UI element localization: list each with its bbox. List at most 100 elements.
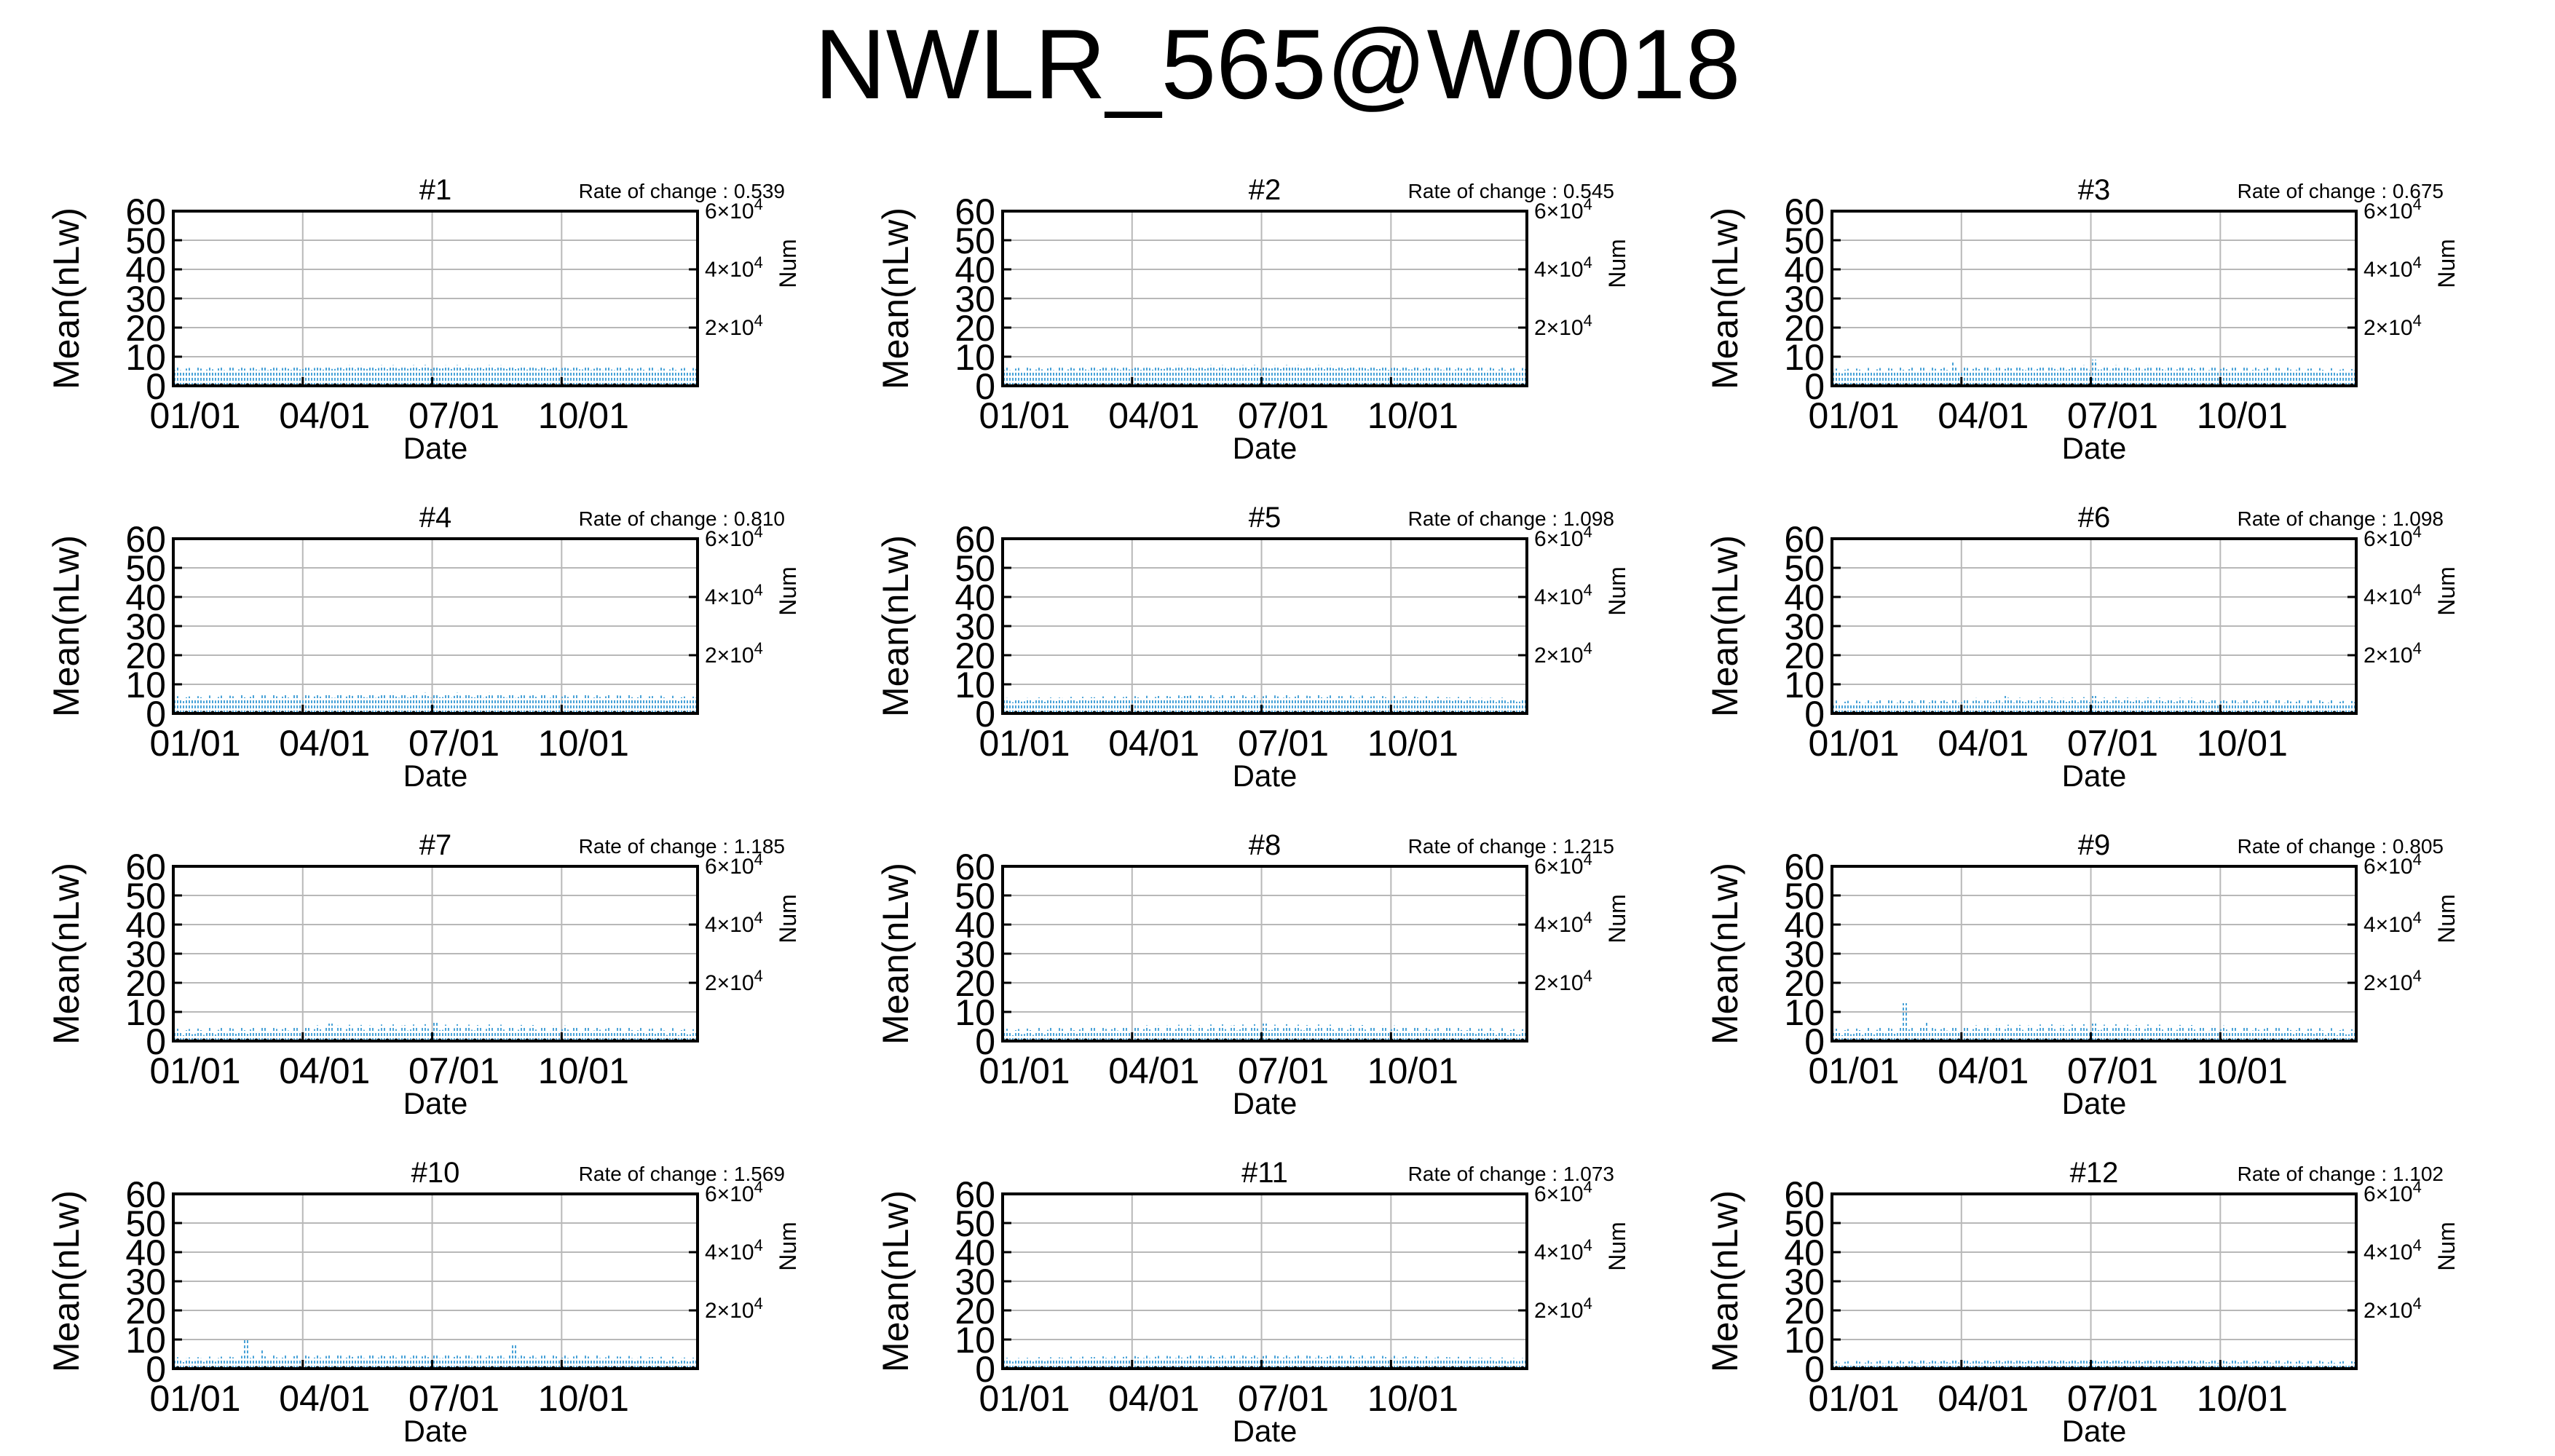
x-tick-label: 01/01 [979, 395, 1070, 436]
y2-axis-label: Num [1604, 566, 1630, 616]
y2-tick-exponent: 4 [754, 1178, 763, 1196]
x-tick-label: 07/01 [408, 395, 499, 436]
rate-of-change-label: Rate of change : 1.098 [2238, 507, 2444, 530]
y2-tick-label: 2×104 [705, 312, 763, 340]
y2-tick-label: 6×104 [2364, 1178, 2422, 1206]
y2-tick-exponent: 4 [2413, 967, 2422, 985]
x-tick-label: 01/01 [149, 1378, 240, 1419]
x-tick-label: 04/01 [1108, 395, 1199, 436]
y2-tick-exponent: 4 [754, 581, 763, 599]
y2-tick-label: 6×104 [1534, 523, 1592, 551]
y-tick-label: 10 [955, 337, 995, 378]
y2-tick-label: 4×104 [705, 253, 763, 282]
x-tick-label: 04/01 [1108, 723, 1199, 764]
x-tick-label: 07/01 [1238, 395, 1329, 436]
y2-tick-label: 6×104 [2364, 523, 2422, 551]
panel-title: #8 [1249, 829, 1282, 861]
x-tick-label: 01/01 [979, 1378, 1070, 1419]
x-tick-label: 10/01 [2197, 395, 2288, 436]
x-tick-label: 10/01 [1367, 723, 1458, 764]
y2-tick-label: 4×104 [705, 1236, 763, 1265]
x-tick-label: 07/01 [1238, 1378, 1329, 1419]
y-tick-label: 10 [955, 992, 995, 1033]
y2-tick-exponent: 4 [1584, 1236, 1592, 1254]
y-tick-label: 40 [125, 1233, 166, 1273]
y-tick-label: 10 [1784, 992, 1825, 1033]
y2-tick-label: 2×104 [705, 639, 763, 668]
y-tick-label: 30 [955, 279, 995, 320]
y-tick-label: 40 [125, 250, 166, 290]
y-tick-label: 30 [1784, 1262, 1825, 1302]
y2-axis-label: Num [775, 894, 801, 943]
y-tick-label: 0 [1804, 1349, 1825, 1390]
x-tick-label: 01/01 [979, 1051, 1070, 1091]
y2-tick-exponent: 4 [1584, 1178, 1592, 1196]
y2-tick-exponent: 4 [754, 967, 763, 985]
y-tick-label: 50 [955, 876, 995, 917]
y2-tick-exponent: 4 [1584, 312, 1592, 330]
figure-title: NWLR_565@W0018 [814, 9, 1741, 119]
y2-tick-label: 4×104 [2364, 909, 2422, 937]
y2-tick-label: 6×104 [2364, 195, 2422, 223]
y-tick-label: 0 [146, 694, 166, 735]
x-tick-label: 04/01 [1108, 1378, 1199, 1419]
y-tick-label: 40 [955, 905, 995, 946]
y2-tick-exponent: 4 [1584, 850, 1592, 869]
y2-tick-label: 4×104 [1534, 1236, 1592, 1265]
y2-tick-exponent: 4 [754, 1236, 763, 1254]
y-axis-label: Mean(nLw) [1705, 207, 1745, 389]
y2-axis-label: Num [1604, 1222, 1630, 1271]
y2-axis-label: Num [2433, 894, 2460, 943]
y-tick-label: 50 [955, 221, 995, 261]
x-tick-label: 04/01 [279, 395, 370, 436]
panel-title: #12 [2070, 1157, 2119, 1189]
y-tick-label: 30 [955, 934, 995, 975]
y2-tick-exponent: 4 [754, 195, 763, 213]
y-tick-label: 20 [955, 1291, 995, 1332]
y-tick-label: 0 [146, 366, 166, 407]
x-tick-label: 10/01 [2197, 1378, 2288, 1419]
y-tick-label: 10 [125, 1320, 166, 1361]
x-tick-label: 10/01 [1367, 1378, 1458, 1419]
y-tick-label: 40 [955, 577, 995, 618]
y-tick-label: 50 [955, 548, 995, 589]
x-tick-label: 01/01 [149, 1051, 240, 1091]
x-axis-label: Date [403, 759, 468, 793]
y2-tick-label: 2×104 [2364, 967, 2422, 995]
y2-tick-exponent: 4 [2413, 1236, 2422, 1254]
x-tick-label: 10/01 [1367, 1051, 1458, 1091]
y-tick-label: 0 [146, 1349, 166, 1390]
y2-tick-label: 2×104 [1534, 639, 1592, 668]
y2-tick-label: 4×104 [705, 581, 763, 609]
y-axis-label: Mean(nLw) [1705, 1190, 1745, 1372]
panel-title: #10 [411, 1157, 460, 1189]
x-tick-label: 01/01 [1808, 723, 1899, 764]
y-tick-label: 60 [1784, 1174, 1825, 1215]
x-tick-label: 07/01 [408, 1378, 499, 1419]
y2-axis-label: Num [1604, 894, 1630, 943]
y-tick-label: 40 [125, 905, 166, 946]
y2-tick-label: 2×104 [2364, 639, 2422, 668]
x-tick-label: 04/01 [1108, 1051, 1199, 1091]
y2-tick-exponent: 4 [2413, 850, 2422, 869]
y-tick-label: 50 [1784, 221, 1825, 261]
panel-title: #4 [419, 502, 452, 534]
y2-tick-exponent: 4 [1584, 1294, 1592, 1313]
y-tick-label: 60 [1784, 847, 1825, 887]
y-axis-label: Mean(nLw) [875, 863, 916, 1045]
y2-tick-exponent: 4 [1584, 523, 1592, 541]
y-tick-label: 60 [955, 191, 995, 232]
y-tick-label: 20 [955, 963, 995, 1004]
panel-title: #6 [2078, 502, 2111, 534]
panel-title: #2 [1249, 174, 1282, 206]
y-tick-label: 60 [125, 1174, 166, 1215]
y2-tick-exponent: 4 [1584, 639, 1592, 657]
x-axis-label: Date [1233, 431, 1298, 465]
y-tick-label: 30 [1784, 279, 1825, 320]
y-tick-label: 30 [955, 1262, 995, 1302]
y2-tick-exponent: 4 [2413, 253, 2422, 272]
x-tick-label: 07/01 [1238, 723, 1329, 764]
y2-tick-label: 6×104 [2364, 850, 2422, 879]
y2-tick-label: 6×104 [705, 523, 763, 551]
x-tick-label: 07/01 [2067, 723, 2158, 764]
